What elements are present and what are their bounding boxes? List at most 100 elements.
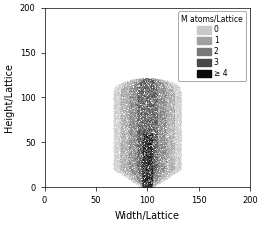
Point	[124, 119, 128, 123]
Point	[120, 92, 124, 96]
Point	[150, 164, 155, 168]
Point	[112, 111, 116, 114]
Point	[127, 132, 131, 136]
Point	[128, 151, 132, 155]
Point	[171, 110, 175, 114]
Point	[135, 175, 139, 179]
Point	[177, 152, 181, 155]
Point	[155, 91, 159, 95]
Point	[172, 131, 177, 135]
Point	[136, 101, 140, 104]
Point	[165, 171, 169, 175]
Point	[163, 130, 167, 134]
Point	[153, 159, 157, 163]
Point	[152, 76, 157, 80]
Point	[157, 99, 161, 102]
Point	[122, 122, 126, 126]
Point	[129, 104, 133, 108]
Point	[121, 100, 125, 104]
Point	[130, 156, 135, 160]
Point	[173, 95, 177, 99]
Point	[123, 112, 127, 116]
Point	[119, 94, 123, 98]
Point	[178, 158, 182, 162]
Point	[160, 143, 165, 146]
Point	[121, 120, 125, 124]
Point	[115, 111, 119, 115]
Point	[160, 88, 164, 92]
Point	[128, 164, 132, 168]
Point	[177, 118, 181, 122]
Point	[158, 101, 162, 105]
Point	[163, 100, 167, 104]
Point	[129, 153, 134, 157]
Point	[134, 85, 139, 88]
Point	[155, 175, 160, 179]
Point	[150, 137, 154, 141]
Point	[154, 84, 159, 87]
Point	[147, 99, 151, 103]
Point	[144, 176, 148, 179]
Point	[117, 148, 121, 152]
Point	[173, 89, 177, 93]
Point	[152, 183, 156, 187]
Point	[138, 79, 142, 83]
Point	[122, 94, 126, 98]
Point	[137, 95, 141, 99]
Point	[176, 141, 180, 144]
Point	[172, 116, 176, 119]
Point	[123, 146, 127, 150]
Point	[144, 148, 149, 152]
Point	[120, 130, 124, 133]
Point	[115, 145, 119, 149]
Point	[173, 134, 178, 137]
Point	[176, 157, 180, 160]
Point	[129, 106, 133, 109]
Point	[178, 150, 182, 153]
Point	[140, 183, 144, 187]
Point	[169, 162, 173, 166]
Point	[125, 80, 130, 84]
Point	[128, 106, 132, 110]
Point	[150, 140, 154, 143]
Point	[148, 161, 152, 164]
Point	[115, 121, 119, 125]
Point	[152, 84, 156, 87]
Point	[111, 108, 116, 112]
Point	[177, 164, 181, 168]
Point	[141, 174, 146, 178]
Point	[149, 184, 154, 187]
Point	[129, 121, 133, 124]
Point	[169, 142, 173, 145]
Point	[118, 157, 122, 160]
Point	[151, 138, 155, 142]
Point	[131, 97, 135, 101]
Point	[168, 153, 173, 156]
Point	[137, 128, 141, 131]
Point	[132, 124, 136, 127]
Point	[141, 161, 145, 165]
Point	[178, 128, 182, 131]
Point	[173, 155, 177, 159]
Point	[112, 94, 116, 97]
Point	[157, 115, 161, 118]
Point	[144, 120, 148, 124]
Point	[146, 147, 151, 151]
Point	[159, 139, 163, 142]
Point	[165, 101, 169, 104]
Point	[117, 166, 121, 169]
Point	[114, 164, 119, 168]
Point	[177, 94, 181, 97]
Point	[124, 132, 128, 136]
Point	[152, 89, 156, 93]
Point	[139, 123, 144, 127]
Point	[156, 79, 161, 82]
Point	[159, 174, 163, 177]
Point	[168, 128, 172, 132]
Point	[136, 129, 140, 133]
Point	[121, 146, 125, 149]
Point	[125, 150, 129, 153]
Point	[168, 134, 173, 137]
Point	[173, 85, 178, 89]
Point	[160, 91, 164, 94]
